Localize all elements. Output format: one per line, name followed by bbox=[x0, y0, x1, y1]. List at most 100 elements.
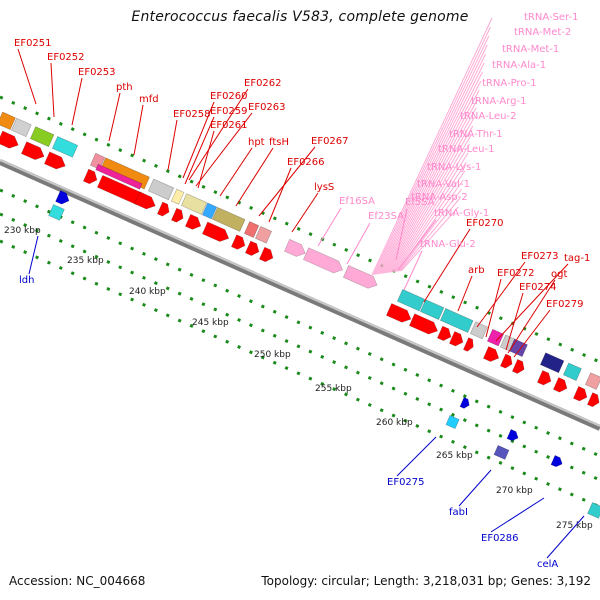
label-leader bbox=[184, 116, 215, 185]
cds-arrow bbox=[572, 386, 588, 402]
cds-gene-label: EF0258 bbox=[173, 109, 211, 120]
cds-gene-label: EF0263 bbox=[248, 102, 286, 113]
label-leader bbox=[197, 130, 215, 189]
cds-gene-label: EF0253 bbox=[78, 67, 116, 78]
rrna-fan bbox=[371, 17, 493, 276]
label-leader bbox=[167, 119, 178, 171]
cds-arrow bbox=[82, 168, 98, 185]
cds-gene-label: EF0251 bbox=[14, 38, 52, 49]
cds-gene-label: EF0259 bbox=[210, 106, 248, 117]
cds-gene-label: EF0274 bbox=[519, 282, 557, 293]
cds-gene-label: EF0262 bbox=[244, 78, 282, 89]
scale-kbp-label: 275 kbp bbox=[556, 521, 593, 531]
feature-block bbox=[486, 328, 505, 347]
cds-gene-label: EF0270 bbox=[466, 218, 504, 229]
minus-feature bbox=[55, 190, 70, 205]
cds-gene-label: lysS bbox=[314, 182, 334, 193]
label-leader bbox=[50, 62, 55, 118]
label-leader bbox=[108, 92, 121, 142]
label-leader bbox=[258, 146, 316, 217]
feature-block bbox=[342, 265, 378, 289]
cds-gene-label: ftsH bbox=[269, 137, 289, 148]
minus-feature bbox=[587, 502, 600, 519]
cds-gene-label: arb bbox=[468, 265, 485, 276]
label-leader bbox=[291, 192, 319, 233]
map-title: Enterococcus faecalis V583, complete gen… bbox=[131, 9, 469, 25]
feature-block bbox=[51, 136, 79, 158]
label-leader bbox=[458, 469, 492, 507]
cds-arrow bbox=[184, 214, 202, 230]
rna-gene-label: tRNA-Met-1 bbox=[502, 44, 559, 55]
feature-block bbox=[469, 321, 488, 340]
cds-arrow bbox=[536, 370, 552, 386]
cds-gene-label: pth bbox=[116, 82, 133, 93]
feature-block bbox=[539, 352, 565, 374]
label-leader bbox=[476, 261, 526, 328]
label-leader bbox=[268, 167, 292, 223]
cds-arrow bbox=[408, 313, 439, 335]
rna-gene-label: tRNA-Gly-1 bbox=[434, 208, 489, 219]
cds-arrow bbox=[462, 337, 474, 352]
cds-gene-label: EF0261 bbox=[210, 120, 248, 131]
label-leader bbox=[546, 515, 585, 559]
cds-arrow bbox=[499, 353, 513, 369]
feature-block bbox=[170, 188, 185, 205]
feature-block bbox=[562, 362, 582, 381]
label-leader bbox=[235, 147, 274, 207]
cds-arrow bbox=[552, 377, 568, 393]
label-leader bbox=[396, 436, 437, 477]
cds-arrow bbox=[258, 246, 274, 263]
label-leader bbox=[195, 112, 253, 187]
feature-block bbox=[147, 178, 175, 201]
rna-gene-label: tRNA-Val-1 bbox=[417, 179, 470, 190]
rna-gene-label: tRNA-Pro-1 bbox=[482, 78, 537, 89]
rna-gene-label: tRNA-Thr-1 bbox=[449, 129, 503, 140]
cds-arrow bbox=[170, 207, 184, 223]
feature-block bbox=[211, 206, 246, 232]
label-leader bbox=[317, 207, 342, 247]
rna-gene-label: tRNA-Leu-2 bbox=[460, 111, 516, 122]
feature-block bbox=[180, 193, 208, 215]
rna-gene-label: tRNA-Arg-1 bbox=[471, 96, 526, 107]
label-leader bbox=[397, 219, 437, 271]
scale-kbp-label: 250 kbp bbox=[254, 350, 291, 360]
cds-gene-label: EF0252 bbox=[47, 52, 85, 63]
feature-block bbox=[89, 152, 106, 170]
label-leader bbox=[188, 88, 249, 181]
label-leader bbox=[219, 147, 253, 197]
feature-block bbox=[10, 117, 32, 138]
minus-gene-label: EF0286 bbox=[481, 533, 519, 544]
rna-gene-label: tRNA-Met-2 bbox=[514, 27, 571, 38]
minus-feature bbox=[506, 429, 519, 442]
cds-gene-label: EF0273 bbox=[521, 251, 559, 262]
minus-feature bbox=[493, 445, 510, 460]
rna-gene-label: tRNA-Glu-2 bbox=[420, 239, 476, 250]
rna-gene-label: tRNA-Ser-1 bbox=[524, 12, 579, 23]
cds-arrow bbox=[385, 303, 412, 323]
scale-kbp-label: 245 kbp bbox=[192, 318, 229, 328]
label-leader bbox=[395, 208, 408, 261]
minus-feature bbox=[445, 415, 460, 430]
rna-gene-label: tRNA-Leu-1 bbox=[438, 144, 494, 155]
scale-kbp-label: 260 kbp bbox=[376, 418, 413, 428]
feature-block bbox=[302, 247, 343, 274]
label-leader bbox=[507, 279, 556, 354]
scale-kbp-label: 230 kbp bbox=[4, 226, 41, 236]
cds-arrow bbox=[511, 358, 525, 374]
feature-block bbox=[439, 308, 474, 333]
minus-feature bbox=[550, 455, 563, 468]
accession-text: Accession: NC_004668 bbox=[9, 574, 146, 588]
cds-arrow bbox=[43, 151, 66, 170]
feature-block bbox=[419, 299, 445, 320]
rna-gene-label: Ef5SA bbox=[405, 197, 435, 208]
label-leader bbox=[490, 497, 545, 533]
cds-arrow bbox=[482, 346, 500, 362]
label-leader bbox=[403, 250, 423, 291]
topology-text: Topology: circular; Length: 3,218,031 bp… bbox=[261, 574, 591, 588]
feature-block bbox=[29, 126, 55, 148]
label-leader bbox=[346, 222, 371, 265]
cds-gene-label: EF0266 bbox=[287, 157, 325, 168]
cds-arrow bbox=[201, 221, 230, 242]
label-leader bbox=[505, 292, 524, 351]
